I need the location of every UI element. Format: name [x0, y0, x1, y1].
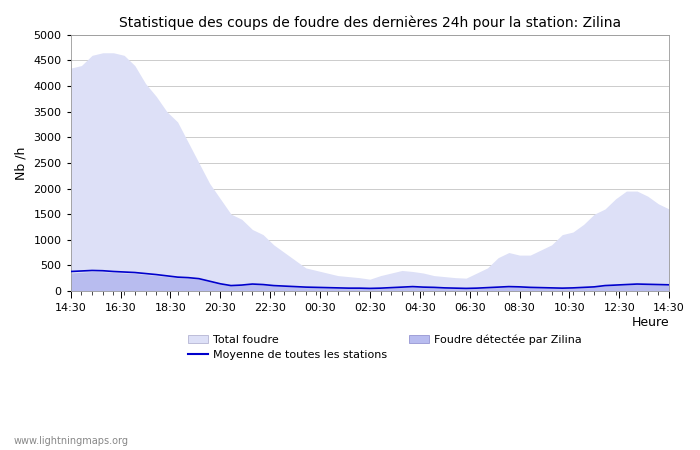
Text: www.lightningmaps.org: www.lightningmaps.org [14, 436, 129, 446]
Legend: Total foudre, Moyenne de toutes les stations, Foudre détectée par Zilina: Total foudre, Moyenne de toutes les stat… [184, 330, 586, 365]
Title: Statistique des coups de foudre des dernières 24h pour la station: Zilina: Statistique des coups de foudre des dern… [119, 15, 621, 30]
Y-axis label: Nb /h: Nb /h [15, 146, 28, 180]
X-axis label: Heure: Heure [631, 315, 669, 328]
